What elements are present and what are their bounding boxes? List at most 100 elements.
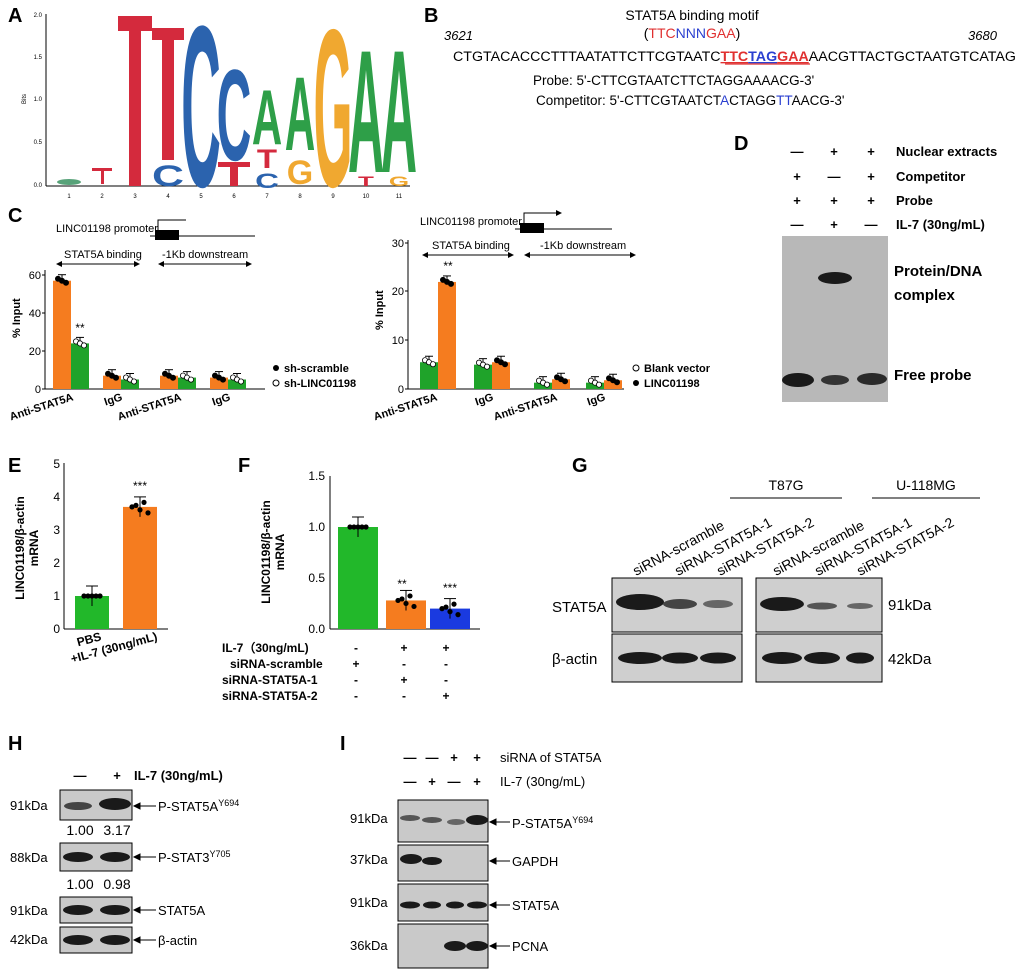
data-point: [439, 606, 445, 612]
data-point: [483, 363, 490, 370]
blot-target: GAPDH: [512, 854, 558, 869]
data-point: [113, 374, 120, 381]
blot-target: β-actin: [158, 933, 197, 948]
category-label: IgG: [586, 391, 607, 408]
svg-text:91kDa: 91kDa: [350, 811, 388, 826]
panel-label-c: C: [8, 205, 22, 227]
bar: [604, 380, 622, 389]
category-label: Anti-STAT5A: [8, 391, 75, 423]
panel-label-h: H: [8, 733, 22, 755]
svg-text:+: +: [867, 193, 875, 208]
promoter-label: LINC01198 promoter: [420, 216, 522, 228]
complex-label: complex: [894, 287, 956, 304]
svg-text:36kDa: 36kDa: [350, 938, 388, 953]
data-point: [429, 361, 436, 368]
promoter-label: LINC01198 promoter: [56, 223, 158, 235]
emsa-conditions: — + + Nuclear extracts + — + Competitor …: [791, 144, 998, 232]
chip-ylabel: % Input: [11, 298, 23, 338]
sequence-end: 3680: [968, 28, 998, 43]
ytick: 10: [392, 335, 404, 347]
data-point: [145, 510, 151, 516]
data-point: [97, 593, 103, 599]
bar: [474, 364, 492, 389]
svg-text:2: 2: [53, 556, 60, 570]
sig-mark: ***: [133, 479, 147, 493]
bar: [228, 379, 246, 389]
bar: [338, 527, 378, 629]
data-point: [359, 524, 365, 530]
blot-row-label: STAT5A: [552, 599, 606, 616]
legend-label: Blank vector: [644, 363, 711, 375]
bar: [210, 377, 228, 389]
data-point: [363, 524, 369, 530]
data-point: [562, 378, 569, 385]
logo-letter: A: [348, 16, 384, 210]
data-point: [130, 378, 137, 385]
sig-mark: **: [443, 259, 453, 273]
ytick: 60: [29, 270, 41, 282]
svg-text:+: +: [793, 193, 801, 208]
category-label: IgG: [103, 391, 124, 408]
data-point: [443, 604, 449, 610]
blot-i: [397, 799, 489, 969]
data-point: [63, 279, 70, 286]
data-point: [81, 593, 87, 599]
svg-text:91kDa: 91kDa: [10, 798, 48, 813]
data-point: [187, 376, 194, 383]
category-label: Anti-STAT5A: [116, 391, 183, 423]
data-point: [451, 601, 457, 607]
svg-text:—: —: [791, 144, 804, 159]
data-point: [447, 609, 453, 615]
chart-f: LINC01198/β-actin mRNA 0.0 0.5 1.0 1.5 *…: [259, 469, 480, 636]
category-label: Anti-STAT5A: [492, 391, 559, 423]
legend-label: sh-scramble: [284, 363, 349, 375]
svg-text:PBS: PBS: [75, 629, 102, 649]
data-point: [395, 597, 401, 604]
panel-label-e: E: [8, 455, 21, 477]
chip-ylabel: % Input: [374, 290, 386, 330]
svg-text:—: —: [865, 217, 878, 232]
data-point: [355, 524, 361, 530]
logo-ytick: 1.5: [34, 55, 43, 61]
sequence-logo: Bits 0.0 0.5 1.0 1.5 2.0 1 2 3 4 5 6 7 8…: [22, 0, 417, 236]
blot-h: [59, 789, 133, 954]
bar: [552, 379, 570, 389]
logo-xtick: 1: [67, 194, 71, 200]
data-point: [614, 379, 621, 386]
competitor-sequence: Competitor: 5'-CTTCGTAATCTACTAGGTTAACG-3…: [536, 93, 844, 108]
blot-target: PCNA: [512, 939, 548, 954]
data-point: [501, 361, 508, 368]
blot-target: P-STAT5AY694: [512, 815, 593, 831]
sig-mark: ***: [443, 581, 457, 595]
logo-ytick: 2.0: [34, 13, 43, 19]
logo-xtick: 2: [100, 194, 104, 200]
condition-label: IL-7 (30ng/mL): [500, 774, 585, 789]
svg-text:-: -: [444, 673, 448, 687]
svg-text:—: —: [828, 169, 841, 184]
bar: [534, 382, 552, 389]
svg-text:0.0: 0.0: [308, 622, 325, 636]
probe-sequence: Probe: 5'-CTTCGTAATCTTCTAGGAAAACG-3': [533, 73, 814, 88]
emsa-gel: [782, 236, 888, 402]
svg-text:siRNA-STAT5A-1: siRNA-STAT5A-1: [222, 673, 318, 687]
svg-text:-: -: [354, 673, 358, 687]
logo-xtick: 3: [133, 194, 137, 200]
data-point: [455, 612, 461, 618]
legend-label: sh-LINC01198: [284, 378, 356, 390]
logo-ytick: 0.0: [34, 183, 43, 189]
logo-ylabel: Bits: [22, 94, 28, 104]
logo-letter: A: [285, 55, 315, 172]
svg-text:-: -: [354, 689, 358, 703]
svg-text:+: +: [450, 750, 458, 765]
svg-text:5: 5: [53, 457, 60, 471]
data-point: [596, 381, 603, 388]
logo-xtick: 4: [166, 194, 170, 200]
free-probe-label: Free probe: [894, 367, 972, 384]
logo-letter: C: [255, 169, 279, 193]
svg-text:—: —: [448, 774, 461, 789]
quant-value: 3.17: [103, 822, 130, 838]
svg-text:siRNA-STAT5A-2: siRNA-STAT5A-2: [222, 689, 318, 703]
bar: [123, 506, 157, 629]
sig-mark: **: [397, 577, 407, 591]
emsa-row-label: Nuclear extracts: [896, 144, 997, 159]
